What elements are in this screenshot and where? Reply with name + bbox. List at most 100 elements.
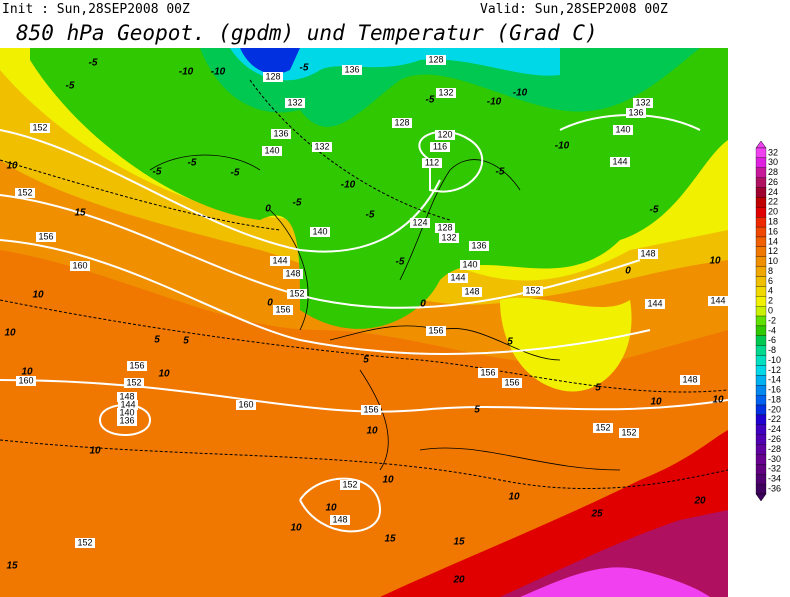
temperature-label: -5 <box>188 158 197 169</box>
temperature-label: -10 <box>211 67 226 78</box>
colorbar-label: -12 <box>768 365 781 375</box>
geopotential-label: 136 <box>471 240 486 250</box>
label-box <box>270 256 290 266</box>
colorbar-label: 6 <box>768 276 773 286</box>
geopotential-label: 140 <box>462 259 477 269</box>
geopotential-label: 148 <box>285 268 300 278</box>
temperature-label: -5 <box>293 198 302 209</box>
label-box <box>273 305 293 315</box>
label-box <box>117 416 137 426</box>
geopotential-label: 140 <box>119 407 134 417</box>
geopotential-label: 152 <box>17 187 32 197</box>
colorbar-cell <box>755 177 767 188</box>
colorbar-label: -36 <box>768 483 781 493</box>
map-title: 850 hPa Geopot. (gpdm) und Temperatur (G… <box>16 21 598 45</box>
colorbar-cell <box>755 434 767 445</box>
temperature-label: -10 <box>555 141 570 152</box>
label-box <box>435 223 455 233</box>
temperature-label: 10 <box>382 475 394 486</box>
label-box <box>310 227 330 237</box>
colorbar-label: 14 <box>768 236 778 246</box>
label-box <box>460 260 480 270</box>
label-box <box>285 98 305 108</box>
colorbar-label: 26 <box>768 177 778 187</box>
label-box <box>448 273 468 283</box>
colorbar-cell <box>755 147 767 159</box>
colorbar-cell <box>755 414 767 425</box>
valid-time: Valid: Sun,28SEP2008 00Z <box>480 2 668 17</box>
geopotential-label: 152 <box>525 285 540 295</box>
colorbar-cell <box>755 365 767 376</box>
temperature-label: -10 <box>179 67 194 78</box>
colorbar-label: -2 <box>768 315 776 325</box>
colorbar-label: 20 <box>768 207 778 217</box>
temperature-label: 20 <box>693 496 706 507</box>
colorbar-cell <box>755 296 767 307</box>
colorbar-cell <box>755 246 767 257</box>
temperature-label: 15 <box>453 537 465 548</box>
colorbar-cell <box>755 226 767 238</box>
geopotential-label: 148 <box>464 286 479 296</box>
colorbar-label: 24 <box>768 187 778 197</box>
label-box <box>410 218 430 228</box>
colorbar-cell <box>755 217 767 228</box>
temperature-label: 5 <box>474 405 480 416</box>
colorbar-label: -6 <box>768 335 776 345</box>
label-box <box>593 423 613 433</box>
colorbar-label: 8 <box>768 266 773 276</box>
temperature-label: -5 <box>426 95 435 106</box>
colorbar-label: 32 <box>768 147 778 157</box>
temperature-label: -10 <box>341 180 356 191</box>
label-box <box>117 392 137 402</box>
colorbar-cell <box>755 385 767 396</box>
colorbar-cell <box>755 325 767 336</box>
label-box <box>430 142 450 152</box>
temperature-label: 10 <box>325 503 337 514</box>
geopotential-label: 148 <box>119 391 134 401</box>
label-box <box>469 241 489 251</box>
geopotential-label: 132 <box>287 97 302 107</box>
temperature-label: 5 <box>363 355 369 366</box>
geopotential-label: 156 <box>38 231 53 241</box>
geopotential-label: 152 <box>126 377 141 387</box>
map-field <box>0 48 728 597</box>
colorbar-label: -14 <box>768 375 781 385</box>
geopotential-label: 140 <box>264 145 279 155</box>
temperature-label: 10 <box>89 446 101 457</box>
temperature-label: 10 <box>290 523 302 534</box>
label-box <box>392 118 412 128</box>
temperature-label: 10 <box>32 290 44 301</box>
colorbar-label: -16 <box>768 385 781 395</box>
label-box <box>462 287 482 297</box>
label-box <box>117 408 137 418</box>
label-box <box>619 428 639 438</box>
geopotential-label: 152 <box>342 479 357 489</box>
colorbar-label: 30 <box>768 157 778 167</box>
colorbar-label: -24 <box>768 424 781 434</box>
label-box <box>342 65 362 75</box>
colorbar-cell <box>755 286 767 297</box>
init-time: Init : Sun,28SEP2008 00Z <box>2 2 190 17</box>
label-box <box>478 368 498 378</box>
label-box <box>502 378 522 388</box>
colorbar: 32302826242220181614121086420-2-4-6-8-10… <box>755 140 781 502</box>
temperature-label: -5 <box>66 81 75 92</box>
colorbar-label: -32 <box>768 464 781 474</box>
label-box <box>127 361 147 371</box>
colorbar-label: -30 <box>768 454 781 464</box>
temperature-label: -5 <box>396 257 405 268</box>
temperature-label: 5 <box>154 335 160 346</box>
geopotential-label: 128 <box>437 222 452 232</box>
colorbar-label: 28 <box>768 167 778 177</box>
label-box <box>426 326 446 336</box>
geopotential-label: 156 <box>129 360 144 370</box>
geopotential-label: 152 <box>32 122 47 132</box>
colorbar-label: -22 <box>768 414 781 424</box>
colorbar-cell <box>755 394 767 406</box>
label-box <box>638 249 658 259</box>
geopotential-label: 132 <box>441 232 456 242</box>
label-box <box>435 130 455 140</box>
label-box <box>262 146 282 156</box>
colorbar-label: 18 <box>768 217 778 227</box>
